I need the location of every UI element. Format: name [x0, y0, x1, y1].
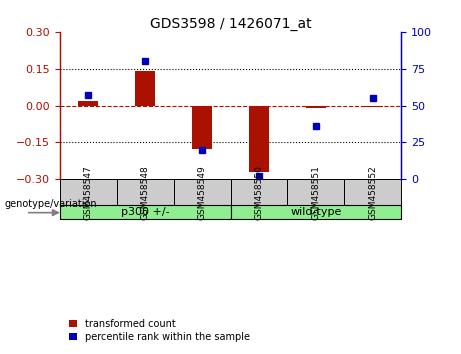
Bar	[287, 179, 344, 205]
Text: GSM458547: GSM458547	[84, 165, 93, 220]
Text: GSM458552: GSM458552	[368, 165, 377, 220]
Text: GSM458548: GSM458548	[141, 165, 150, 220]
Bar	[344, 179, 401, 205]
Bar	[174, 179, 230, 205]
Title: GDS3598 / 1426071_at: GDS3598 / 1426071_at	[150, 17, 311, 31]
Bar	[230, 179, 287, 205]
Bar	[363, 105, 383, 107]
Text: GSM458550: GSM458550	[254, 165, 263, 220]
Bar	[306, 105, 326, 108]
Text: wild-type: wild-type	[290, 207, 342, 217]
Bar	[117, 179, 174, 205]
Text: GSM458549: GSM458549	[198, 165, 207, 220]
Bar	[249, 105, 269, 172]
Bar	[78, 101, 98, 105]
Bar	[230, 205, 401, 219]
Bar	[192, 105, 212, 149]
Bar	[60, 205, 230, 219]
Bar	[135, 71, 155, 105]
Legend: transformed count, percentile rank within the sample: transformed count, percentile rank withi…	[65, 315, 254, 346]
Text: p300 +/-: p300 +/-	[121, 207, 170, 217]
Text: genotype/variation: genotype/variation	[5, 199, 97, 209]
Text: GSM458551: GSM458551	[311, 165, 320, 220]
Bar	[60, 179, 117, 205]
